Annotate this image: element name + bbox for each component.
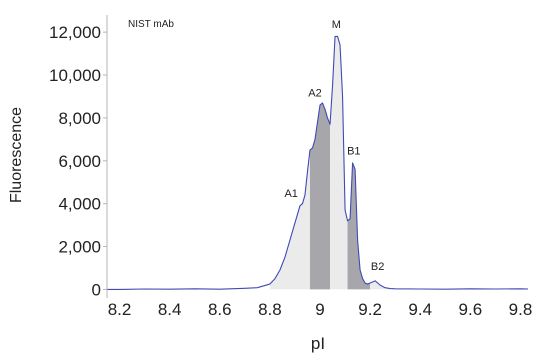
peak-shading-group bbox=[269, 36, 391, 290]
x-tick-label: 9.8 bbox=[509, 300, 533, 319]
peak-region-5 bbox=[370, 280, 391, 290]
x-tick-label: 8.8 bbox=[258, 300, 282, 319]
chart-title: NIST mAb bbox=[128, 19, 174, 30]
y-tick-labels: 0 2,000 4,000 6,000 8,000 10,000 12,000 bbox=[49, 23, 107, 299]
y-tick-label: 0 bbox=[92, 280, 101, 299]
peak-label-b1: B1 bbox=[347, 145, 360, 157]
y-tick-label: 4,000 bbox=[58, 195, 101, 214]
peak-annotations: A1 A2 M B1 B2 bbox=[284, 19, 384, 273]
x-tick-label: 8.4 bbox=[158, 300, 182, 319]
peak-label-a2: A2 bbox=[308, 87, 321, 99]
y-axis-title: Fluorescence bbox=[8, 107, 25, 203]
x-tick-label: 9.6 bbox=[459, 300, 483, 319]
peak-region-4 bbox=[347, 162, 371, 290]
x-axis-title: pI bbox=[311, 334, 325, 353]
peak-label-a1: A1 bbox=[284, 188, 297, 200]
x-tick-label: 9.2 bbox=[358, 300, 382, 319]
y-tick-label: 10,000 bbox=[49, 66, 101, 85]
peak-region-3 bbox=[330, 36, 348, 290]
y-tick-label: 8,000 bbox=[58, 109, 101, 128]
series-group bbox=[107, 35, 529, 290]
x-tick-label: 8.6 bbox=[208, 300, 232, 319]
x-tick-label: 9 bbox=[315, 300, 324, 319]
peak-region-1 bbox=[269, 150, 310, 290]
peak-label-b2: B2 bbox=[371, 261, 384, 273]
y-tick-label: 12,000 bbox=[49, 23, 101, 42]
y-tick-label: 2,000 bbox=[58, 238, 101, 257]
peak-region-2 bbox=[309, 102, 331, 290]
peak-label-m: M bbox=[332, 19, 341, 31]
x-tick-label: 9.4 bbox=[408, 300, 432, 319]
x-tick-labels: 8.2 8.4 8.6 8.8 9 9.2 9.4 9.6 9.8 bbox=[108, 300, 533, 319]
x-tick-label: 8.2 bbox=[108, 300, 132, 319]
y-tick-label: 6,000 bbox=[58, 152, 101, 171]
fluorescence-trace bbox=[107, 35, 529, 290]
